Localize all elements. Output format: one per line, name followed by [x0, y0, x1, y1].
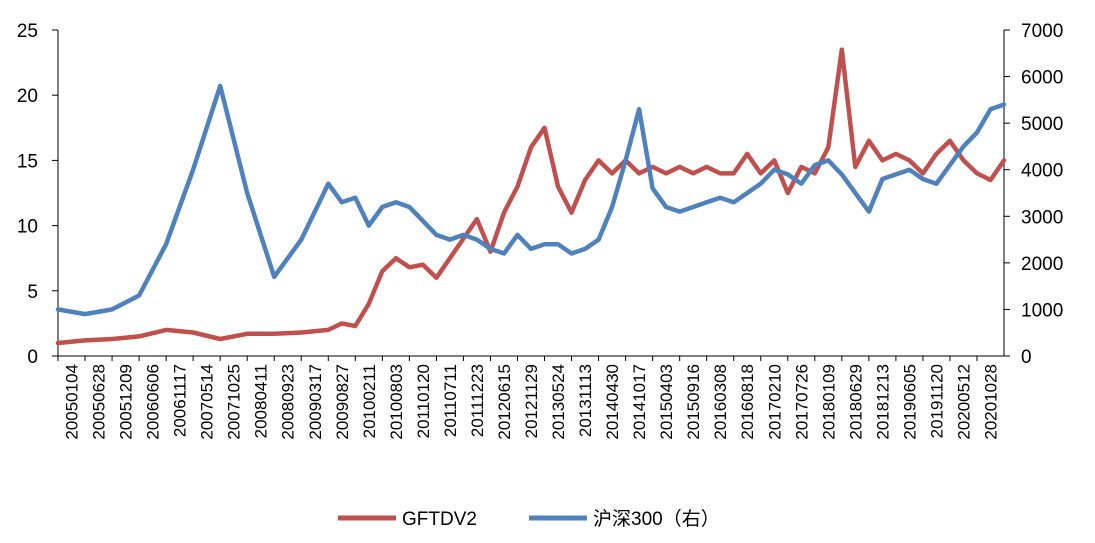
left-tick-labels: 0 5 10 15 20 25: [17, 21, 58, 368]
x-tick-label: 20160818: [738, 364, 757, 440]
x-tick-label: 20141017: [630, 364, 649, 440]
right-tick-labels: 0 1000 2000 3000 4000 5000 6000 7000: [1004, 21, 1063, 368]
x-tick-label: 20060606: [144, 364, 163, 440]
right-tick-label: 0: [1021, 347, 1032, 368]
series-layer: [55, 47, 1007, 346]
x-tick-label: 20181213: [873, 364, 892, 440]
right-tick-label: 6000: [1021, 68, 1063, 89]
x-tick-label: 20191120: [927, 364, 946, 438]
x-tick-label: 20121129: [522, 364, 541, 438]
left-tick-label: 5: [27, 282, 38, 303]
x-tick-label: 20150403: [657, 364, 676, 440]
x-tick-labels: 20050104 20050628 20051209 20060606 20061117…: [57, 356, 1000, 440]
x-tick-label: 20110711: [441, 364, 460, 437]
x-tick-label: 20050628: [90, 364, 109, 440]
x-tick-label: 20090827: [333, 364, 352, 440]
x-tick-label: 20071025: [225, 364, 244, 440]
x-tick-label: 20170210: [765, 364, 784, 440]
x-tick-label: 20130524: [549, 364, 568, 440]
x-tick-label: 20110120: [414, 364, 433, 438]
left-tick-label: 15: [17, 151, 38, 172]
x-tick-label: 20180629: [846, 364, 865, 440]
x-tick-label: 20080411: [252, 364, 271, 438]
right-tick-label: 2000: [1021, 254, 1063, 275]
x-tick-label: 20080923: [279, 364, 298, 440]
x-tick-label: 20190605: [900, 364, 919, 440]
x-tick-label: 20200512: [954, 364, 973, 440]
x-tick-label: 20061117: [171, 364, 190, 437]
x-tick-label: 20170726: [792, 364, 811, 440]
left-tick-label: 0: [27, 347, 38, 368]
series-line: [55, 47, 1007, 346]
legend-label: 沪深300（右）: [593, 508, 720, 530]
x-tick-label: 20150916: [684, 364, 703, 440]
x-tick-label: 20070514: [198, 364, 217, 440]
x-tick-label: 20160308: [711, 364, 730, 440]
x-tick-label: 20100211: [360, 364, 379, 438]
series-line: [55, 83, 1007, 317]
right-tick-label: 5000: [1021, 114, 1063, 135]
x-tick-label: 20180109: [819, 364, 838, 440]
left-tick-label: 20: [17, 86, 38, 107]
x-tick-label: 20051209: [117, 364, 136, 440]
x-tick-label: 20111223: [468, 364, 487, 437]
x-tick-label: 20100803: [387, 364, 406, 440]
right-tick-label: 3000: [1021, 207, 1063, 228]
x-tick-label: 20140430: [603, 364, 622, 440]
x-tick-label: 20201028: [981, 364, 1000, 440]
right-tick-label: 4000: [1021, 161, 1063, 182]
left-tick-label: 10: [17, 217, 38, 238]
right-tick-label: 1000: [1021, 300, 1063, 321]
x-tick-label: 20131113: [576, 364, 595, 437]
legend-label: GFTDV2: [402, 509, 477, 530]
left-tick-label: 25: [17, 21, 38, 42]
right-tick-label: 7000: [1021, 21, 1063, 42]
x-tick-label: 20090317: [306, 364, 325, 440]
x-tick-label: 20050104: [63, 364, 82, 440]
x-tick-label: 20120615: [495, 364, 514, 440]
legend: GFTDV2 沪深300（右）: [338, 508, 720, 530]
